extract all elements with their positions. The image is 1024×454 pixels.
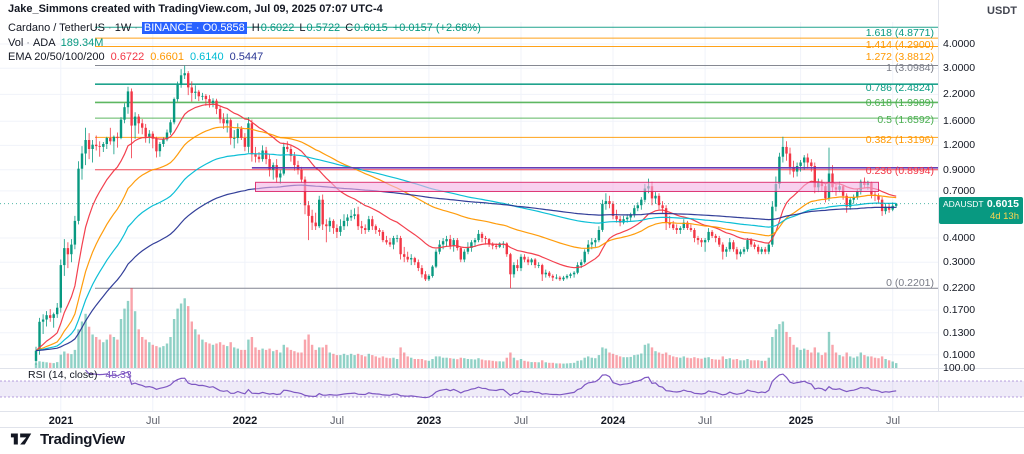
- ema-50-value: 0.6601: [150, 51, 184, 63]
- rsi-label: RSI: [28, 369, 46, 381]
- rsi-value: 45.33: [105, 369, 132, 381]
- rsi-band-lines: [0, 380, 1024, 398]
- ema-20-value: 0.6722: [110, 51, 145, 63]
- bar-countdown: 4d 13h: [989, 211, 1019, 222]
- last-price-badge[interactable]: ADAUSDT 0.6015 4d 13h: [939, 197, 1023, 224]
- fib-level-label: 0.382 (1.3196): [865, 134, 934, 146]
- low-ohlc: L0.5722: [299, 22, 340, 34]
- fib-level-label: 0.236 (0.8994): [865, 165, 934, 177]
- time-tick-label: 2025: [788, 415, 814, 427]
- time-tick-label: 2024: [600, 415, 626, 427]
- time-tick-label: Jul: [513, 415, 529, 427]
- fib-level-label: 1.618 (4.8771): [865, 27, 934, 39]
- price-tick-label: 0.1300: [943, 327, 976, 339]
- high-value: 0.6022: [260, 22, 295, 34]
- volume-value: 189.34M: [60, 37, 104, 49]
- ema-200-line: [35, 184, 897, 352]
- low-label: L: [299, 22, 306, 34]
- change-value: +0.0157 (+2.68%): [392, 22, 481, 34]
- fib-level-label: 0 (0.2201): [886, 277, 934, 289]
- fib-level-label: 0.786 (2.4824): [865, 82, 934, 94]
- rsi-line: [85, 369, 897, 399]
- ema-50-line: [35, 126, 897, 352]
- supply-zone-rectangle[interactable]: [255, 181, 879, 193]
- time-tick-label: 2022: [232, 415, 258, 427]
- price-tick-label: 0.2200: [943, 282, 976, 294]
- interval-label[interactable]: 1W: [114, 22, 132, 34]
- price-axis-currency-label: USDT: [987, 5, 1017, 17]
- ema-20-line: [35, 103, 897, 352]
- legend-separator: ·: [195, 22, 200, 34]
- fib-level-label: 0.618 (1.9989): [865, 97, 934, 109]
- legend-separator: ·: [108, 22, 112, 34]
- time-tick-label: Jul: [145, 415, 161, 427]
- price-tick-label: 3.0000: [943, 62, 976, 74]
- ema-label: EMA 20/50/100/200: [8, 51, 105, 63]
- ema-100-line: [35, 153, 897, 352]
- candles: [34, 65, 898, 365]
- badge-symbol: ADAUSDT: [943, 199, 984, 209]
- open-value: 0.5858: [211, 22, 245, 34]
- price-tick-label: 0.3000: [943, 256, 976, 268]
- price-tick-label: 1.2000: [943, 139, 976, 151]
- volume-legend-row[interactable]: Vol · ADA 189.34M: [8, 37, 103, 49]
- volume-bars: [34, 288, 898, 368]
- exchange-label: BINANCE: [143, 22, 193, 34]
- high-label: H: [251, 22, 260, 34]
- selected-text-highlight: BINANCE · O0.5858: [141, 22, 247, 34]
- price-tick-label: 0.9000: [943, 164, 976, 176]
- high-ohlc: H0.6022: [252, 22, 295, 34]
- fib-level-label: 0.5 (1.6592): [877, 114, 934, 126]
- time-tick-label: Jul: [329, 415, 345, 427]
- ema-200-value: 0.5447: [229, 51, 264, 63]
- price-tick-label: 1.6000: [943, 115, 976, 127]
- price-tick-label: 0.4000: [943, 232, 976, 244]
- rsi-scale-top-label: 100.00: [943, 362, 976, 374]
- symbol-name[interactable]: Cardano / TetherUS: [8, 22, 106, 34]
- time-tick-label: 2023: [416, 415, 442, 427]
- price-tick-label: 4.0000: [943, 38, 976, 50]
- fib-level-label: 1 (3.0984): [886, 62, 934, 74]
- tradingview-logo[interactable]: TradingView: [10, 430, 125, 448]
- volume-label: Vol: [8, 37, 24, 49]
- pane-separators: [0, 0, 1024, 428]
- rsi-params: (14, close): [48, 369, 98, 381]
- open-label: O: [202, 22, 212, 34]
- fib-level-label: 1.272 (3.8812): [865, 51, 934, 63]
- legend-separator: ·: [26, 37, 30, 49]
- fib-level-label: 1.414 (4.2900): [865, 39, 934, 51]
- close-value: 0.6015: [354, 22, 388, 34]
- price-tick-label: 0.7000: [943, 185, 976, 197]
- time-tick-label: 2021: [48, 415, 74, 427]
- close-label: C: [345, 22, 354, 34]
- rsi-legend-row[interactable]: RSI (14, close) 45.33: [28, 369, 132, 381]
- ema-legend-row[interactable]: EMA 20/50/100/200 0.6722 0.6601 0.6140 0.544…: [8, 51, 263, 63]
- tradingview-logo-icon: [10, 433, 32, 445]
- tradingview-logo-text: TradingView: [40, 430, 125, 448]
- close-ohlc: C0.6015: [345, 22, 388, 34]
- price-tick-label: 0.1000: [943, 349, 976, 361]
- low-value: 0.5722: [306, 22, 341, 34]
- time-tick-label: Jul: [885, 415, 901, 427]
- badge-price: 0.6015: [986, 198, 1019, 210]
- attribution-text: Jake_Simmons created with TradingView.co…: [8, 3, 383, 15]
- symbol-legend-row[interactable]: Cardano / TetherUS · 1W · BINANCE · O0.5858 H…: [8, 22, 481, 34]
- legend-separator: ·: [134, 22, 138, 34]
- volume-ticker: ADA: [32, 37, 56, 49]
- time-tick-label: Jul: [697, 415, 713, 427]
- price-tick-label: 0.1700: [943, 304, 976, 316]
- ema-100-value: 0.6140: [189, 51, 224, 63]
- price-tick-label: 2.2000: [943, 88, 976, 100]
